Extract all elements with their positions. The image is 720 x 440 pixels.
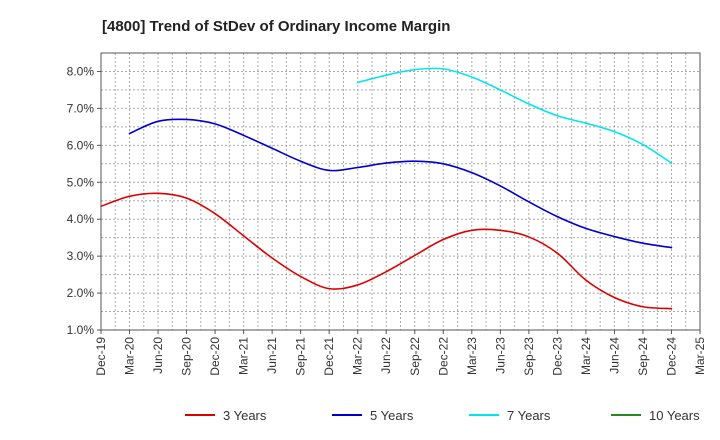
y-tick-label: 6.0% — [67, 138, 95, 152]
legend-label-7-years: 7 Years — [507, 408, 551, 423]
x-tick-label: Dec-20 — [208, 337, 222, 376]
x-tick-label: Sep-24 — [636, 337, 650, 376]
series-line-7-years — [356, 67, 673, 164]
chart-title: [4800] Trend of StDev of Ordinary Income… — [102, 18, 450, 35]
x-tick-label: Mar-24 — [579, 337, 593, 375]
y-tick-label: 3.0% — [67, 249, 95, 263]
x-tick-label: Dec-23 — [550, 337, 564, 376]
y-axis-ticks: 1.0% 2.0% 3.0% 4.0% 5.0% 6.0% 7.0% 8.0% — [67, 64, 101, 337]
legend-label-10-years: 10 Years — [649, 408, 700, 423]
x-tick-label: Mar-21 — [237, 337, 251, 375]
x-tick-label: Mar-25 — [693, 337, 707, 375]
legend-label-3-years: 3 Years — [223, 408, 267, 423]
y-tick-label: 5.0% — [67, 175, 95, 189]
x-tick-label: Mar-23 — [465, 337, 479, 375]
x-tick-label: Dec-21 — [322, 337, 336, 376]
x-tick-label: Dec-22 — [436, 337, 450, 376]
x-tick-label: Sep-21 — [294, 337, 308, 376]
legend-label-5-years: 5 Years — [370, 408, 414, 423]
y-tick-label: 8.0% — [67, 64, 95, 78]
x-tick-label: Jun-20 — [151, 337, 165, 374]
x-tick-label: Sep-23 — [522, 337, 536, 376]
y-tick-label: 7.0% — [67, 101, 95, 115]
x-tick-label: Mar-20 — [123, 337, 137, 375]
x-tick-label: Sep-22 — [408, 337, 422, 376]
x-tick-label: Jun-22 — [379, 337, 393, 374]
series-line-5-years — [128, 118, 673, 249]
legend: 3 Years 5 Years 7 Years 10 Years — [185, 408, 700, 423]
x-tick-label: Jun-21 — [265, 337, 279, 374]
x-tick-label: Sep-20 — [180, 337, 194, 376]
plot-grid — [100, 52, 701, 331]
plot-frame — [100, 52, 701, 331]
y-tick-label: 4.0% — [67, 212, 95, 226]
y-tick-label: 2.0% — [67, 286, 95, 300]
series-lines — [100, 67, 673, 310]
x-tick-label: Mar-22 — [351, 337, 365, 375]
x-tick-label: Dec-24 — [664, 337, 678, 376]
x-axis-ticks: Dec-19 Mar-20 Jun-20 Sep-20 Dec-20 Mar-21 Jun-… — [94, 330, 707, 376]
x-tick-label: Jun-24 — [607, 337, 621, 374]
series-line-3-years — [100, 192, 673, 310]
y-tick-label: 1.0% — [67, 323, 95, 337]
x-tick-label: Dec-19 — [94, 337, 108, 376]
x-tick-label: Jun-23 — [493, 337, 507, 374]
